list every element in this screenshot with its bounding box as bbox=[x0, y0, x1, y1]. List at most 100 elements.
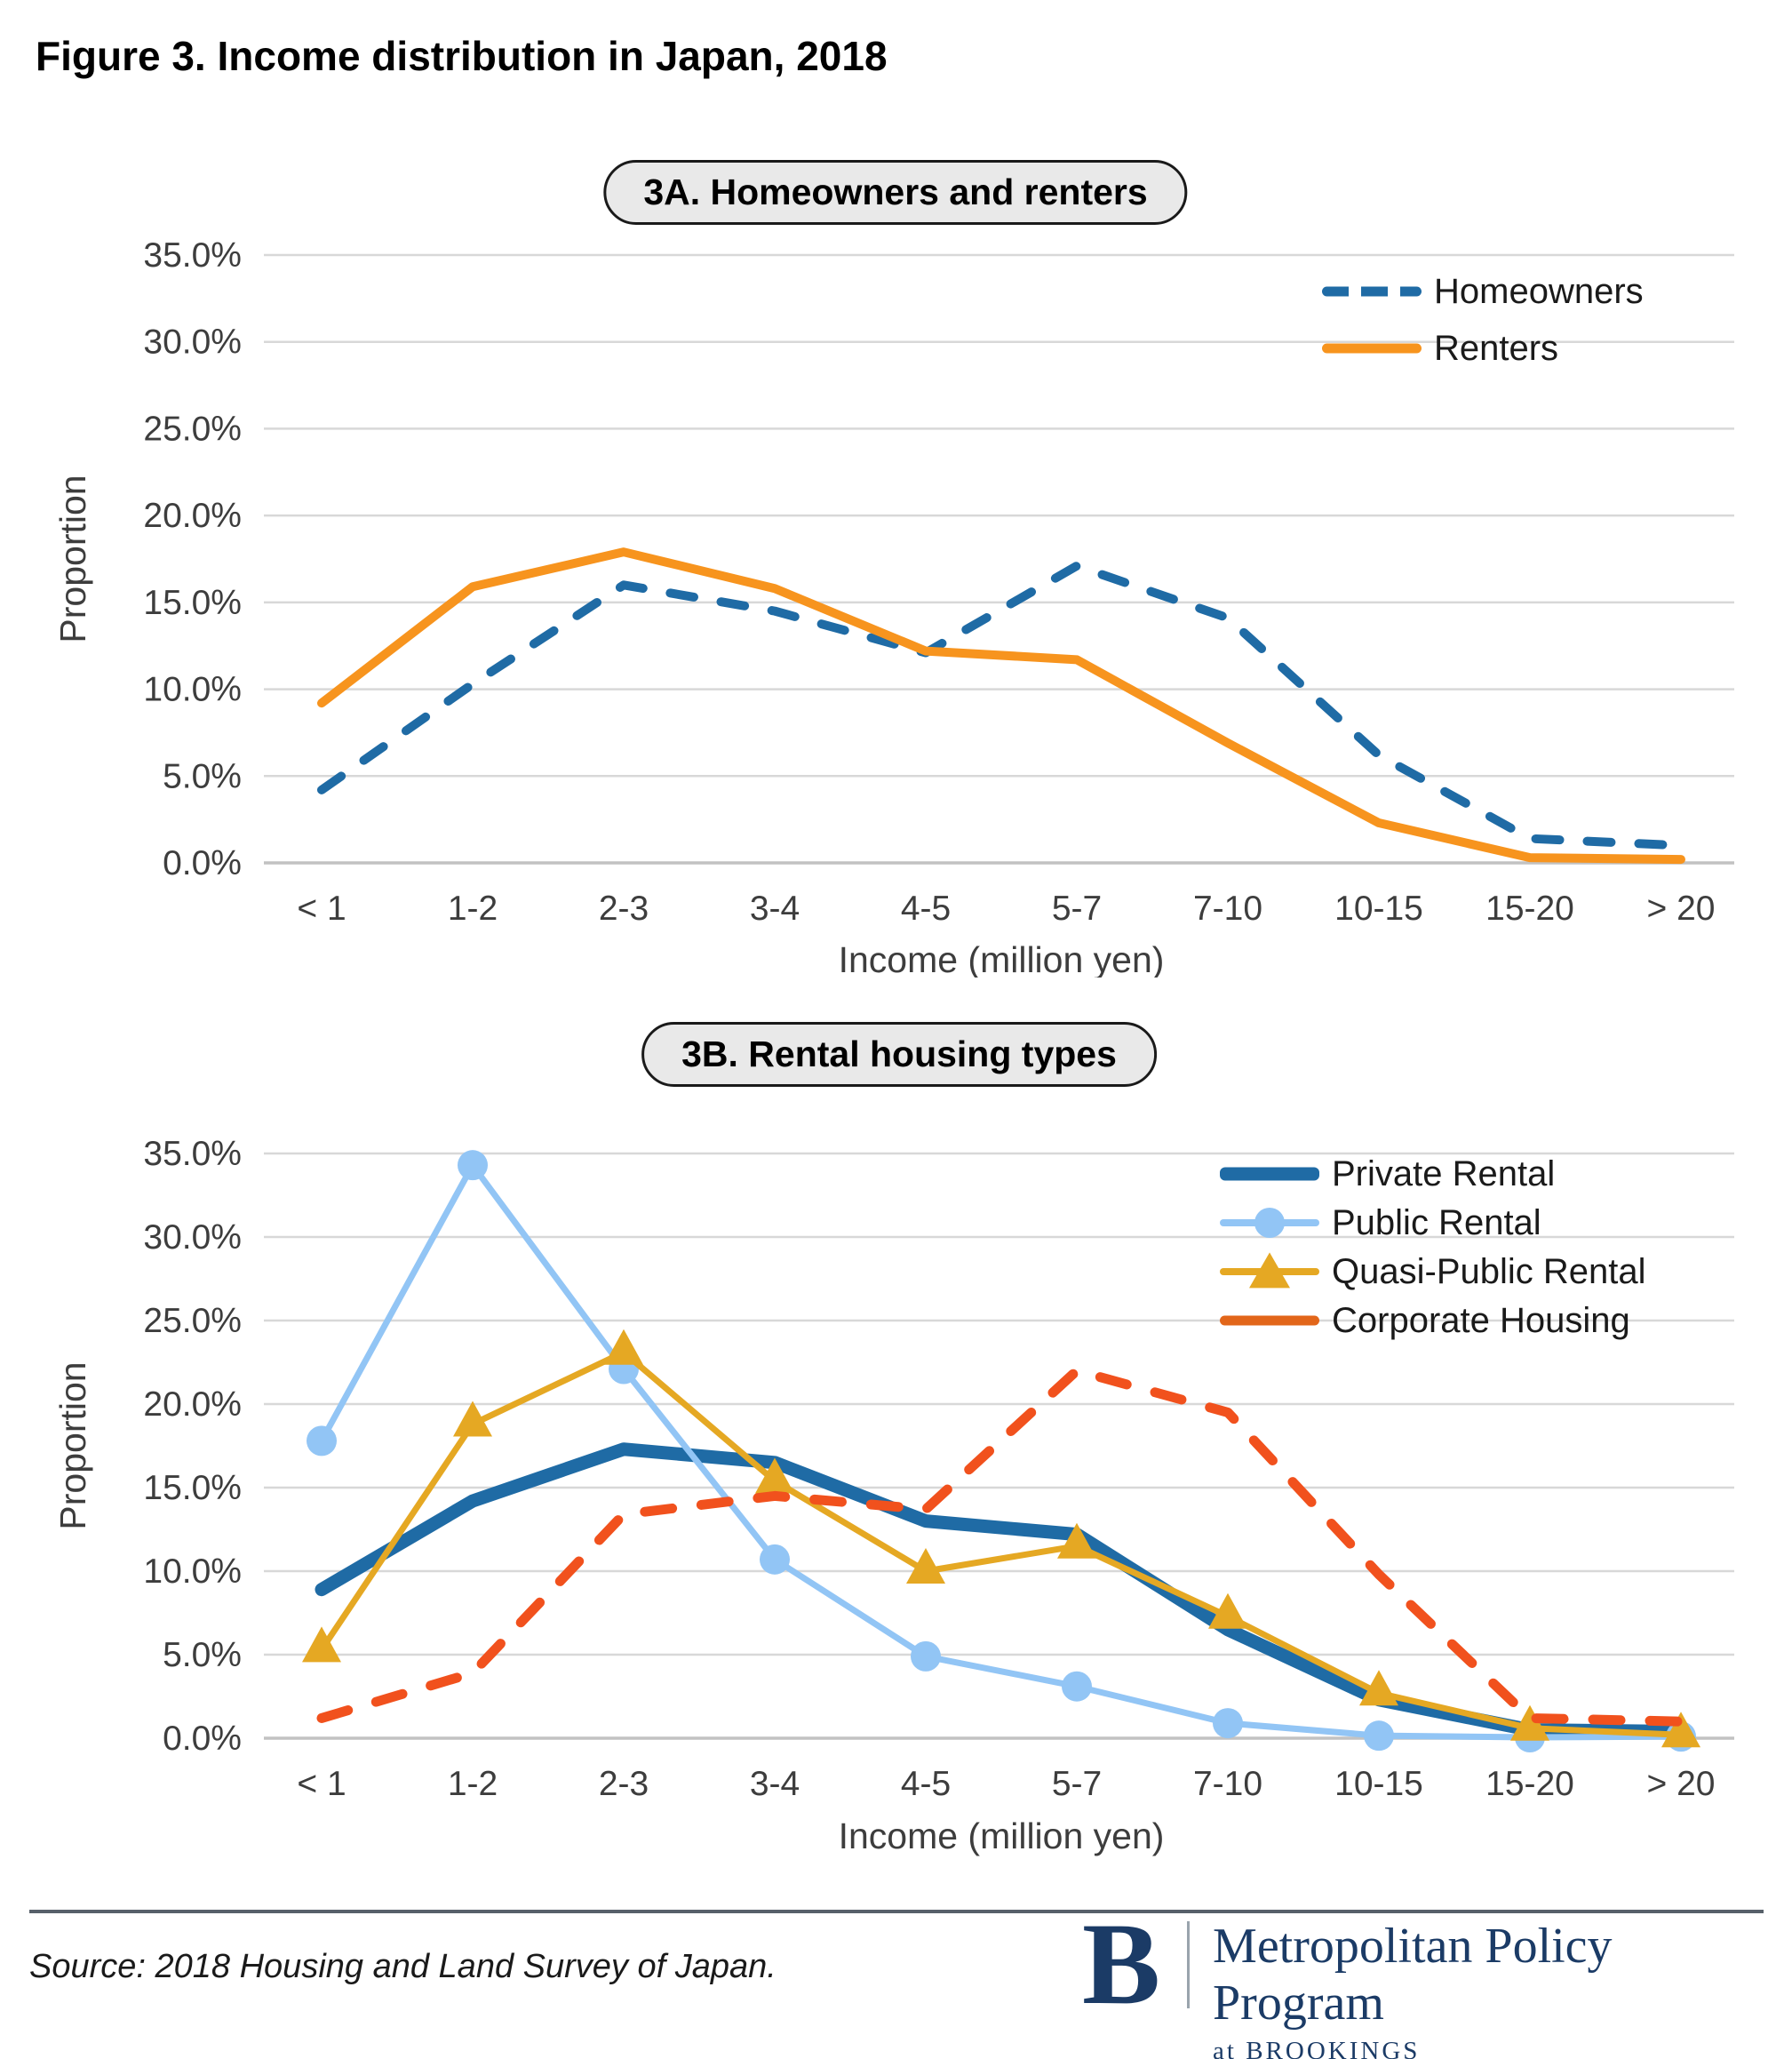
y-tick-label: 0.0% bbox=[163, 1720, 242, 1758]
y-tick-label: 20.0% bbox=[143, 497, 242, 535]
chart-b-legend: Private Rental Public Rental Quasi-Publi… bbox=[1220, 1153, 1646, 1340]
x-tick-label: > 20 bbox=[1647, 1765, 1716, 1803]
x-tick-label: 5-7 bbox=[1052, 1765, 1102, 1803]
logo-divider bbox=[1187, 1921, 1191, 2008]
y-axis-title: Proportion bbox=[52, 1361, 93, 1529]
x-tick-label: 2-3 bbox=[599, 890, 649, 928]
x-tick-label: 15-20 bbox=[1485, 890, 1574, 928]
legend-label: Renters bbox=[1434, 328, 1559, 368]
chart-a-plot: 0.0% 5.0% 10.0% 15.0% 20.0% 25.0% 30.0% 35.0% < … bbox=[52, 236, 1734, 978]
y-tick-label: 30.0% bbox=[143, 323, 242, 362]
homeowners-line-swatch-icon bbox=[1322, 273, 1422, 310]
legend-item-private-rental: Private Rental bbox=[1220, 1153, 1646, 1193]
x-tick-label: 2-3 bbox=[599, 1765, 649, 1803]
y-tick-label: 35.0% bbox=[143, 236, 242, 275]
legend-swatch-line bbox=[1220, 1315, 1319, 1326]
legend-swatch-circle-icon bbox=[1254, 1208, 1285, 1238]
legend-label: Public Rental bbox=[1332, 1202, 1541, 1242]
quasi-public-rental-line-swatch-icon bbox=[1220, 1252, 1319, 1290]
legend-label: Corporate Housing bbox=[1332, 1300, 1630, 1340]
data-point-marker bbox=[1057, 1522, 1096, 1559]
chart-b-title-pill: 3B. Rental housing types bbox=[641, 1022, 1157, 1087]
x-tick-label: < 1 bbox=[297, 1765, 346, 1803]
chart-a-title-pill: 3A. Homeowners and renters bbox=[603, 160, 1188, 225]
logo-program-name: Metropolitan Policy Program bbox=[1213, 1919, 1613, 2031]
legend-label: Homeowners bbox=[1434, 271, 1644, 311]
series-line-renters bbox=[317, 547, 1685, 865]
y-tick-label: 5.0% bbox=[163, 757, 242, 795]
data-point-marker bbox=[1062, 1671, 1092, 1702]
series-line-public-rental bbox=[318, 1161, 1684, 1741]
data-point-marker bbox=[458, 1150, 488, 1181]
footer-divider bbox=[29, 1910, 1764, 1913]
logo-subtitle: at BROOKINGS bbox=[1213, 2037, 1421, 2059]
logo-text: Metropolitan Policy Program at BROOKINGS bbox=[1213, 1918, 1792, 2059]
x-tick-label: > 20 bbox=[1647, 890, 1716, 928]
series-line-homeowners bbox=[317, 561, 1685, 850]
data-point-marker bbox=[1661, 1712, 1700, 1748]
data-point-marker bbox=[911, 1640, 941, 1672]
private-rental-line-swatch-icon bbox=[1220, 1155, 1319, 1193]
legend-label: Private Rental bbox=[1332, 1153, 1556, 1193]
legend-label: Quasi-Public Rental bbox=[1332, 1251, 1646, 1291]
legend-swatch-line bbox=[1322, 286, 1422, 297]
y-tick-label: 10.0% bbox=[143, 1552, 242, 1591]
legend-item-renters: Renters bbox=[1322, 328, 1644, 368]
data-point-marker bbox=[1510, 1704, 1549, 1741]
y-axis-title: Proportion bbox=[52, 475, 93, 642]
x-tick-label: 10-15 bbox=[1334, 890, 1423, 928]
data-point-marker bbox=[307, 1425, 337, 1456]
y-tick-label: 10.0% bbox=[143, 671, 242, 709]
figure-title: Figure 3. Income distribution in Japan, … bbox=[36, 33, 888, 79]
x-tick-label: 7-10 bbox=[1193, 1765, 1262, 1803]
data-point-marker bbox=[906, 1548, 945, 1584]
brookings-b-icon: B bbox=[1082, 1898, 1161, 2029]
series-line-corporate-housing bbox=[316, 1365, 1686, 1727]
public-rental-line-swatch-icon bbox=[1220, 1204, 1319, 1241]
x-axis-title: Income (million yen) bbox=[839, 939, 1165, 978]
series-line-quasi-public-rental bbox=[318, 1349, 1684, 1738]
y-tick-label: 15.0% bbox=[143, 1469, 242, 1507]
legend-item-quasi-public-rental: Quasi-Public Rental bbox=[1220, 1251, 1646, 1291]
x-tick-label: 10-15 bbox=[1334, 1765, 1423, 1803]
x-tick-label: 4-5 bbox=[901, 1765, 951, 1803]
y-tick-label: 25.0% bbox=[143, 1302, 242, 1340]
legend-item-homeowners: Homeowners bbox=[1322, 271, 1644, 311]
y-tick-label: 30.0% bbox=[143, 1218, 242, 1257]
legend-item-corporate-housing: Corporate Housing bbox=[1220, 1300, 1646, 1340]
y-tick-label: 25.0% bbox=[143, 410, 242, 448]
x-tick-label: 7-10 bbox=[1193, 890, 1262, 928]
data-point-marker bbox=[1364, 1720, 1394, 1752]
data-point-marker bbox=[760, 1544, 790, 1575]
x-tick-label: 15-20 bbox=[1485, 1765, 1574, 1803]
x-tick-label: 1-2 bbox=[448, 890, 498, 928]
y-tick-label: 35.0% bbox=[143, 1135, 242, 1173]
x-tick-label: 1-2 bbox=[448, 1765, 498, 1803]
y-tick-label: 15.0% bbox=[143, 584, 242, 622]
legend-item-public-rental: Public Rental bbox=[1220, 1202, 1646, 1242]
legend-swatch-line bbox=[1220, 1167, 1319, 1181]
data-point-marker bbox=[755, 1457, 794, 1494]
y-tick-label: 0.0% bbox=[163, 844, 242, 882]
series-line-private-rental bbox=[315, 1442, 1688, 1738]
data-point-marker bbox=[453, 1401, 492, 1437]
x-tick-label: < 1 bbox=[297, 890, 346, 928]
x-tick-label: 3-4 bbox=[750, 1765, 800, 1803]
x-tick-label: 5-7 bbox=[1052, 890, 1102, 928]
data-point-marker bbox=[1208, 1592, 1247, 1629]
x-tick-label: 4-5 bbox=[901, 890, 951, 928]
corporate-housing-line-swatch-icon bbox=[1220, 1302, 1319, 1339]
y-tick-label: 5.0% bbox=[163, 1636, 242, 1674]
brookings-logo: B Metropolitan Policy Program at BROOKIN… bbox=[1082, 1898, 1792, 2059]
x-axis-title: Income (million yen) bbox=[839, 1816, 1165, 1856]
data-point-marker bbox=[1359, 1670, 1398, 1706]
chart-b-plot: 0.0% 5.0% 10.0% 15.0% 20.0% 25.0% 30.0% 35.0% < … bbox=[52, 1135, 1734, 1856]
data-point-marker bbox=[1213, 1708, 1243, 1739]
source-note: Source: 2018 Housing and Land Survey of … bbox=[29, 1948, 777, 1985]
chart-a-legend: Homeowners Renters bbox=[1322, 271, 1644, 368]
data-point-marker bbox=[604, 1329, 643, 1365]
data-point-marker bbox=[302, 1626, 341, 1663]
y-tick-label: 20.0% bbox=[143, 1385, 242, 1424]
x-tick-label: 3-4 bbox=[750, 890, 800, 928]
legend-swatch-triangle-icon bbox=[1249, 1252, 1290, 1289]
